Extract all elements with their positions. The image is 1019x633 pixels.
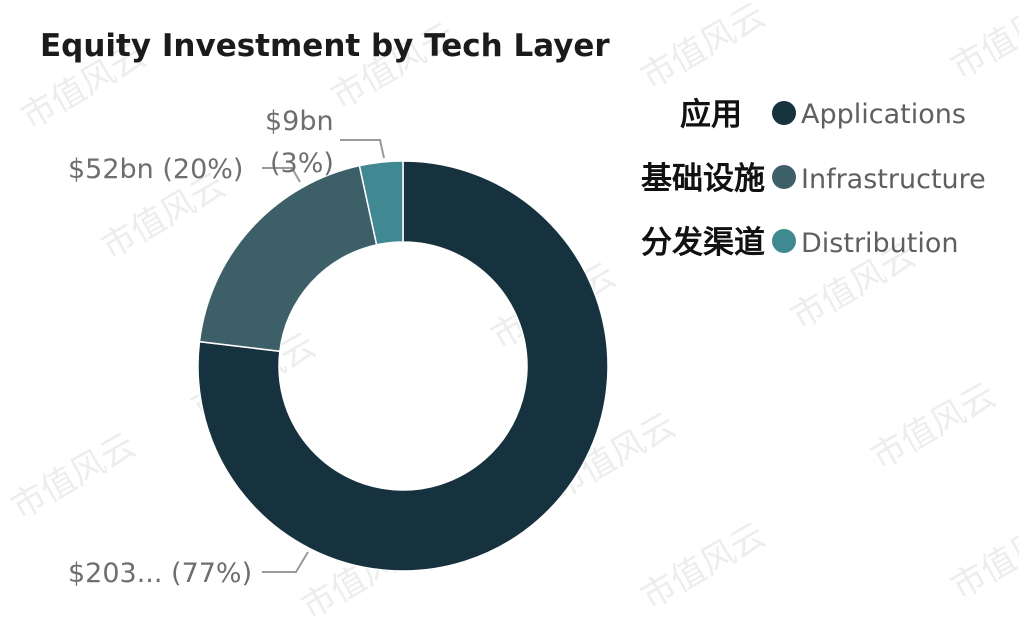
legend: 应用 Applications 基础设施 Infrastructure 分发渠道… [641, 97, 986, 261]
leader-line-distribution [340, 139, 385, 159]
watermark-text: 市值风云 [865, 375, 1003, 478]
label-leader-lines [262, 139, 385, 573]
legend-marker-applications [772, 101, 796, 125]
slice-distribution [358, 160, 404, 246]
legend-marker-infrastructure [772, 165, 796, 189]
watermark-text: 市值风云 [945, 0, 1019, 88]
legend-label-distribution: Distribution [801, 228, 959, 259]
watermark-text: 市值风云 [5, 425, 143, 528]
watermark-text: 市值风云 [945, 505, 1019, 608]
data-label-distribution-value: $9bn [265, 106, 334, 137]
watermark-text: 市值风云 [635, 0, 773, 98]
watermark-text: 市值风云 [635, 515, 773, 618]
leader-line-infrastructure [262, 167, 301, 183]
legend-marker-distribution [772, 229, 796, 253]
data-label-distribution-percent: (3%) [270, 148, 334, 179]
legend-cn-label-applications: 应用 [680, 97, 742, 133]
data-label-infrastructure: $52bn (20%) [68, 154, 243, 185]
data-label-applications: $203... (77%) [68, 558, 252, 589]
slice-infrastructure [198, 164, 378, 353]
chart-title: Equity Investment by Tech Layer [40, 28, 610, 64]
slice-applications [197, 160, 609, 572]
leader-line-applications [262, 551, 309, 573]
legend-cn-label-infrastructure: 基础设施 [641, 161, 765, 197]
donut-slices [197, 160, 609, 572]
legend-label-applications: Applications [801, 99, 966, 130]
legend-cn-label-distribution: 分发渠道 [641, 225, 765, 261]
legend-label-infrastructure: Infrastructure [801, 164, 986, 195]
